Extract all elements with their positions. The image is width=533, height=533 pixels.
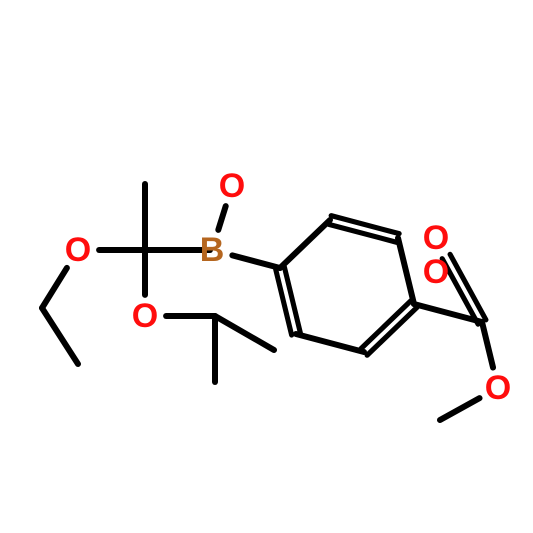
bond-line	[398, 238, 414, 304]
bond-line	[329, 224, 397, 242]
bond-line	[232, 255, 280, 268]
b-atom-label: B	[200, 231, 225, 269]
bond-line	[218, 206, 225, 230]
bond-line	[280, 220, 330, 268]
molecule-diagram: OOOBOOO	[0, 0, 533, 533]
bond-line	[361, 301, 411, 349]
o-atom-label: O	[423, 219, 449, 257]
bond-line	[440, 398, 480, 420]
bond-line	[482, 322, 493, 368]
o-atom-label: O	[423, 253, 449, 291]
bond-line	[42, 308, 78, 364]
o-atom-label: O	[65, 231, 91, 269]
o-atom-label: O	[132, 297, 158, 335]
bond-line	[367, 307, 417, 355]
o-atom-label: O	[219, 167, 245, 205]
bond-line	[296, 334, 364, 352]
bond-line	[42, 268, 67, 308]
bond-line	[331, 216, 399, 234]
bond-line	[215, 316, 274, 350]
o-atom-label: O	[485, 369, 511, 407]
